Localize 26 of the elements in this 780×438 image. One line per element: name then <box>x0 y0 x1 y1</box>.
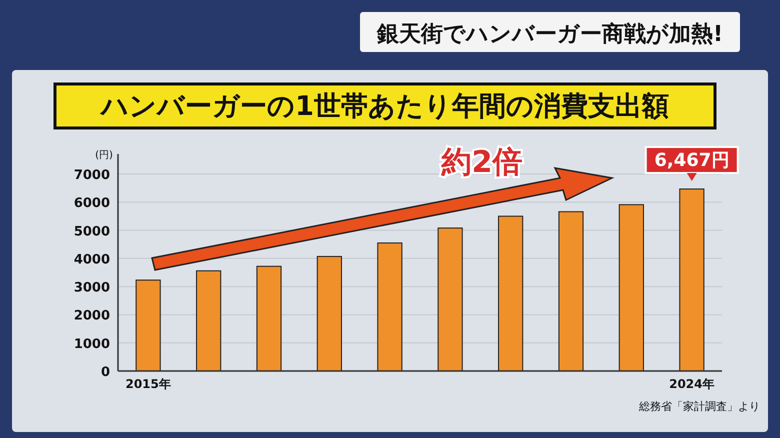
y-tick-label: 3000 <box>74 280 110 296</box>
bar <box>498 216 524 372</box>
y-tick-label: 2000 <box>74 308 110 324</box>
data-label: 6,467円 <box>654 150 730 171</box>
chart-title: ハンバーガーの1世帯あたり年間の消費支出額 <box>99 91 669 122</box>
y-tick-label: 0 <box>100 365 110 380</box>
bar <box>377 242 402 372</box>
bar <box>316 256 342 372</box>
y-tick-label: 4000 <box>74 252 110 268</box>
bar <box>618 204 644 372</box>
y-tick-label: 5000 <box>74 224 110 240</box>
annotation: 約2倍 <box>440 145 522 180</box>
bar <box>256 266 282 372</box>
bar <box>679 188 704 372</box>
x-tick-label: 2024年 <box>669 377 715 391</box>
y-axis-title: (円) <box>95 150 113 161</box>
y-tick-label: 6000 <box>74 196 110 212</box>
bar <box>136 280 161 372</box>
text: 総務省「家計調査」より <box>638 400 760 413</box>
bar <box>558 211 584 372</box>
bar <box>196 270 222 372</box>
bar <box>438 228 463 372</box>
y-tick-label: 7000 <box>74 168 110 183</box>
x-tick-label: 2015年 <box>125 377 171 391</box>
chart-subtitle: 銀天街でハンバーガー商戦が加熱! <box>376 21 724 47</box>
y-tick-label: 1000 <box>74 336 110 352</box>
